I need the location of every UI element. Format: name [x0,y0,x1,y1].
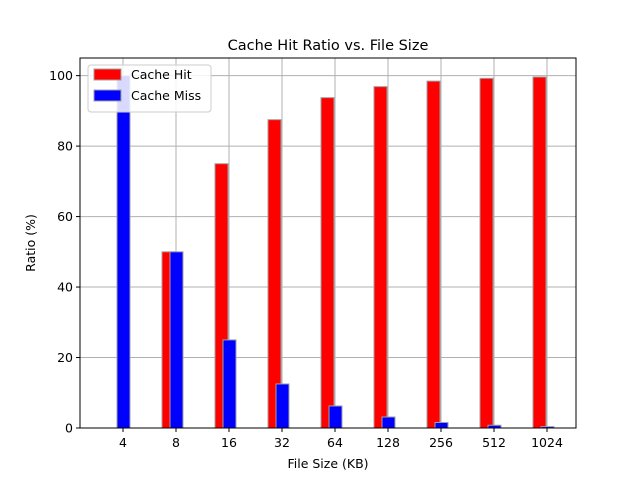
legend-swatch [93,68,122,81]
x-tick-label: 1024 [531,435,563,450]
y-tick-label: 40 [57,280,73,295]
y-tick-label: 60 [57,209,73,224]
chart-title: Cache Hit Ratio vs. File Size [228,38,429,54]
cache-miss-bar [116,75,131,429]
cache-hit-bar [373,86,388,429]
cache-hit-bar [532,76,547,429]
x-tick-label: 16 [221,435,237,450]
cache-miss-bar [381,416,396,429]
x-tick-label: 256 [429,435,453,450]
y-tick-label: 80 [57,139,73,154]
cache-miss-bar [275,383,290,429]
cache-hit-bar [479,77,494,429]
y-axis-label: Ratio (%) [23,214,38,272]
x-tick-label: 128 [376,435,400,450]
x-tick-label: 512 [482,435,506,450]
cache-miss-bar [222,339,237,429]
x-axis: 4 8 16 32 64 128 256 512 1024 [119,428,563,450]
cache-miss-bar [169,251,184,429]
cache-hit-bar [320,97,335,429]
legend: Cache Hit Cache Miss [87,64,212,113]
cache-hit-bar [267,119,282,429]
cache-miss-bar [328,405,343,429]
legend-label: Cache Hit [131,67,192,82]
legend-label: Cache Miss [131,88,201,103]
y-axis: 0 20 40 60 80 100 [49,68,80,436]
legend-swatch [93,89,122,102]
x-tick-label: 4 [119,435,127,450]
y-tick-label: 20 [57,350,73,365]
x-tick-label: 32 [274,435,290,450]
y-tick-label: 100 [49,68,73,83]
x-tick-label: 8 [172,435,180,450]
plot-frame [79,57,577,429]
cache-miss-bar [434,421,449,429]
cache-hit-bar [426,80,441,429]
y-tick-label: 0 [65,421,73,436]
x-tick-label: 64 [327,435,343,450]
x-axis-label: File Size (KB) [287,456,368,471]
